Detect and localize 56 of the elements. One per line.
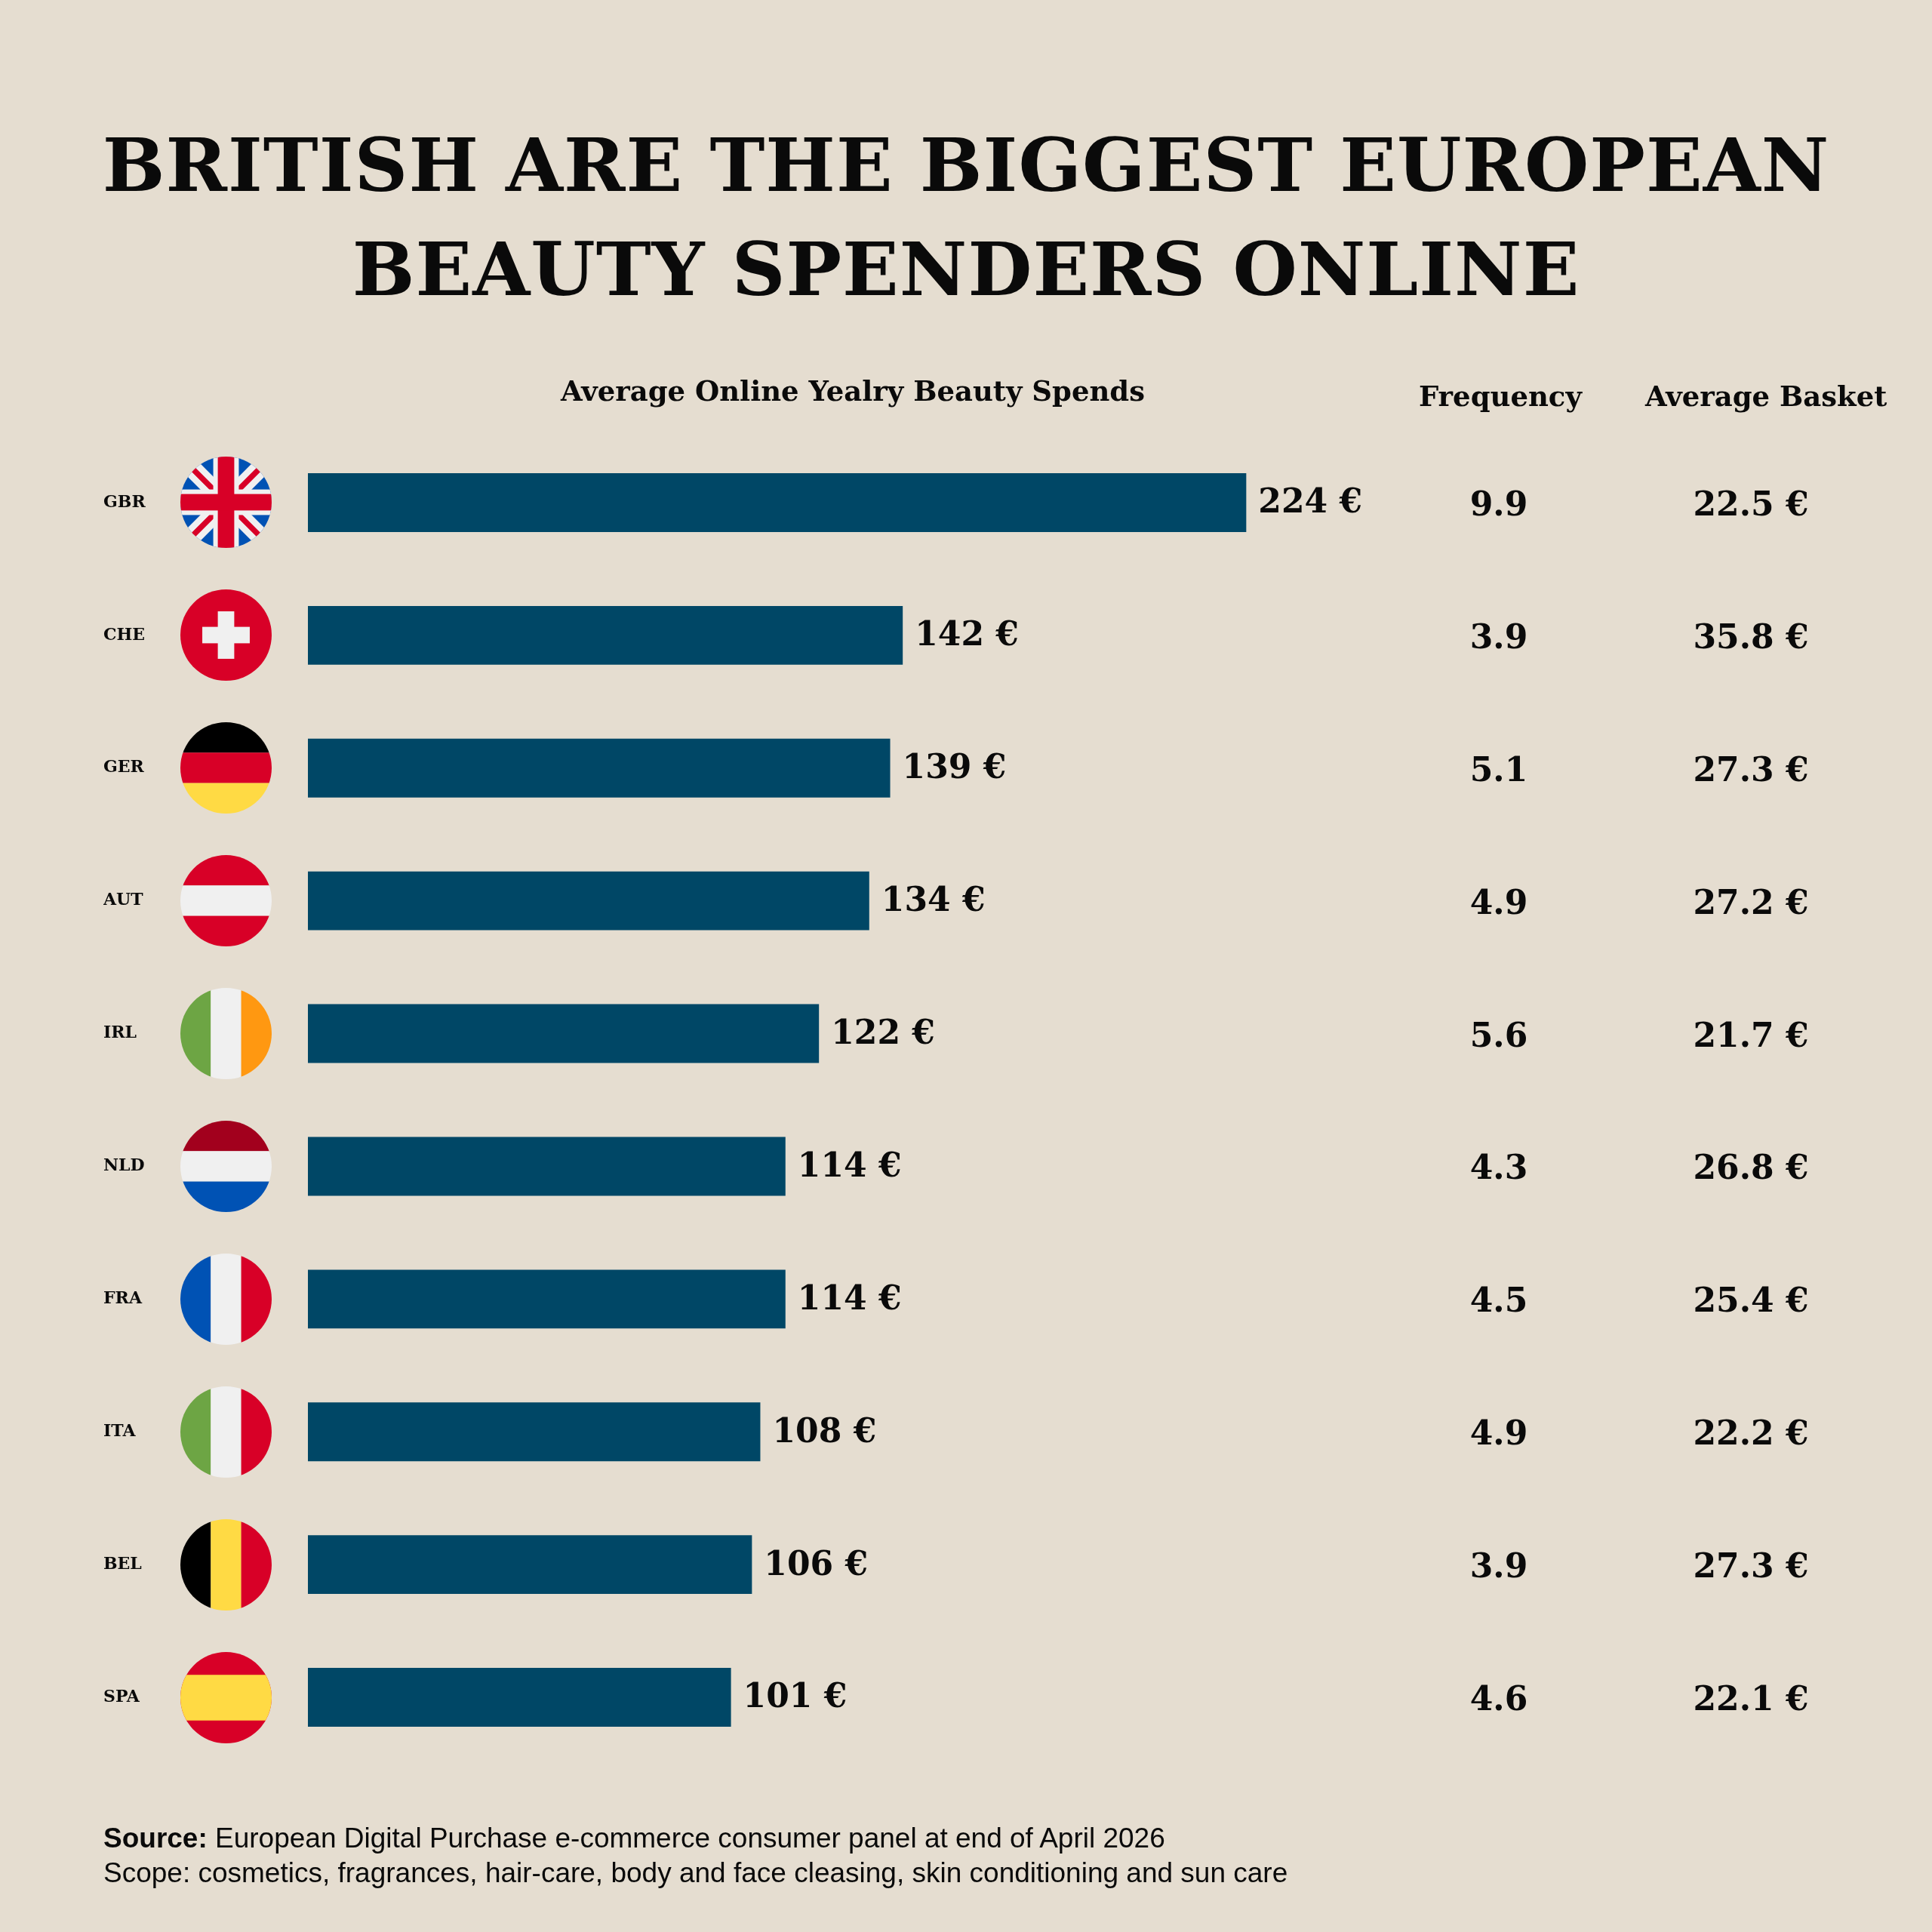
data-label: 3.9 [1469, 1546, 1529, 1587]
bar [308, 1668, 731, 1727]
data-label: 22.5 € [1692, 483, 1810, 525]
data-label: 21.7 € [1692, 1014, 1810, 1056]
bar [308, 1269, 786, 1329]
bar [308, 1535, 752, 1595]
bar [308, 472, 1247, 532]
y-tick-label: IRL [103, 1022, 137, 1042]
data-label: 3.9 [1469, 616, 1529, 657]
data-label: 27.3 € [1692, 1546, 1810, 1587]
y-tick-label: NLD [103, 1155, 145, 1175]
data-label: 142 € [915, 614, 1019, 654]
bar [308, 605, 903, 665]
text: Average Basket [1645, 379, 1887, 414]
data-label: 9.9 [1469, 483, 1529, 525]
data-label: 35.8 € [1692, 616, 1810, 657]
data-label: 108 € [772, 1411, 877, 1450]
bar [308, 1402, 761, 1462]
data-label: 25.4 € [1692, 1280, 1810, 1321]
data-label: 22.2 € [1692, 1413, 1810, 1454]
data-label: 114 € [797, 1278, 902, 1317]
data-label: 4.5 [1469, 1280, 1529, 1321]
chart-title: BRITISH ARE THE BIGGEST EUROPEAN BEAUTY SPENDERS ONLINE [101, 121, 1831, 314]
data-label: 4.9 [1469, 881, 1529, 923]
chart-subtitle: Average Online Yealry Beauty Spends [559, 374, 1146, 409]
text: Scope: cosmetics, fragrances, hair-care, body and face cleasing, skin conditioning and sun care [103, 1857, 1288, 1890]
text: Frequency [1419, 379, 1582, 414]
y-tick-label: AUT [103, 889, 144, 909]
data-label: 122 € [831, 1012, 935, 1051]
data-label: 4.6 [1469, 1678, 1529, 1720]
data-label: 4.9 [1469, 1413, 1529, 1454]
data-label: 114 € [797, 1145, 902, 1184]
data-label: 27.2 € [1692, 881, 1810, 923]
y-tick-label: CHE [103, 623, 146, 644]
bar [308, 1004, 820, 1063]
y-tick-label: BEL [103, 1552, 142, 1573]
data-label: 139 € [902, 747, 1007, 786]
data-label: 134 € [881, 880, 986, 919]
bar [308, 1137, 786, 1196]
source-note: Source: European Digital Purchase e-commerce consumer panel at end of April 2026 [103, 1822, 1166, 1855]
bar [308, 871, 869, 931]
data-label: 5.6 [1469, 1014, 1529, 1056]
y-tick-label: FRA [103, 1287, 143, 1308]
data-label: 5.1 [1469, 749, 1529, 790]
data-label: 224 € [1258, 481, 1363, 521]
data-label: 101 € [743, 1676, 848, 1715]
data-label: 106 € [764, 1543, 869, 1583]
data-label: 4.3 [1469, 1147, 1529, 1189]
y-tick-label: GBR [103, 491, 146, 511]
bar [308, 738, 891, 798]
data-label: 22.1 € [1692, 1678, 1810, 1720]
y-tick-label: SPA [103, 1685, 140, 1706]
y-tick-label: ITA [103, 1420, 137, 1440]
data-label: 27.3 € [1692, 749, 1810, 790]
y-tick-label: GER [103, 756, 145, 777]
data-label: 26.8 € [1692, 1147, 1810, 1189]
